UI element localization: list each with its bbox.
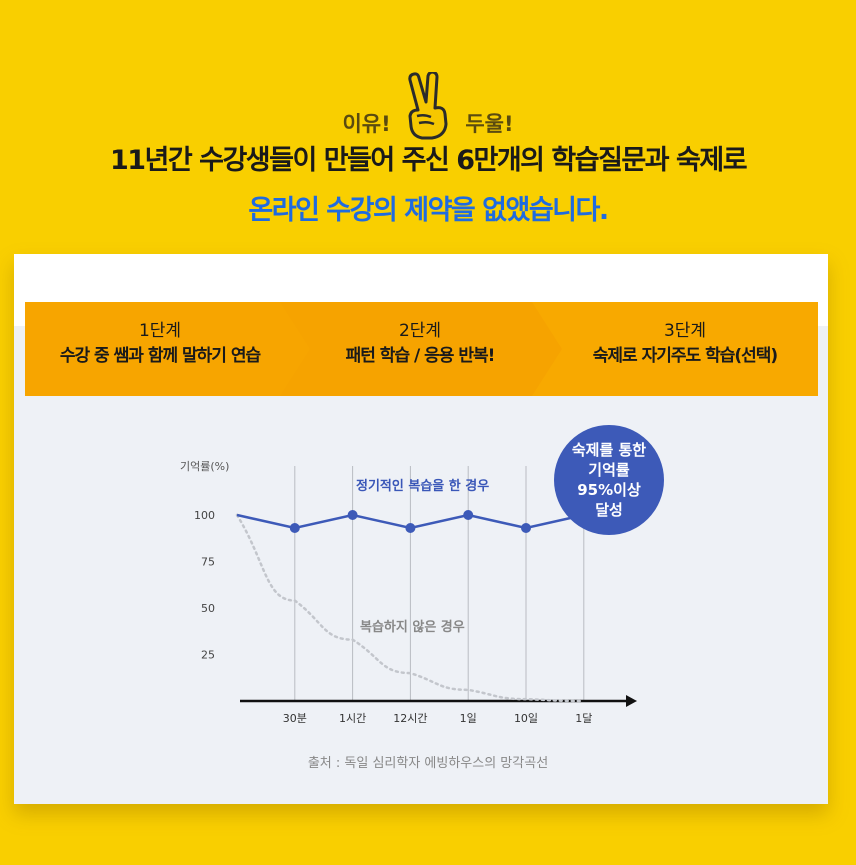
step-2: 2단계 패턴 학습 / 응용 반복!: [300, 319, 540, 369]
x-tick-label: 1시간: [339, 712, 366, 725]
y-tick-label: 100: [194, 509, 215, 522]
x-tick-label: 12시간: [393, 712, 427, 725]
source-note: 출처 : 독일 심리학자 에빙하우스의 망각곡선: [307, 756, 549, 771]
x-axis-arrowhead: [626, 695, 637, 707]
step-2-title: 패턴 학습 / 응용 반복!: [345, 346, 496, 366]
step-2-number: 2단계: [398, 321, 442, 341]
badge-line-4: 달성: [595, 501, 623, 519]
reason-right-label: 두울!: [465, 112, 514, 136]
headline-line-2: 온라인 수강의 제약을 없앴습니다.: [248, 195, 609, 226]
no-review-curve: [235, 513, 586, 703]
step-1-title: 수강 중 쌤과 함께 말하기 연습: [59, 346, 261, 366]
victory-hand-icon: [408, 72, 448, 140]
y-tick-label: 25: [201, 649, 215, 662]
reason-left-label: 이유!: [342, 112, 391, 136]
x-tick-label: 1일: [460, 711, 477, 725]
reason-title: 이유! 두울!: [0, 72, 856, 158]
y-tick-label: 75: [201, 556, 215, 569]
y-tick-label: 50: [201, 602, 215, 615]
headline-line-1: 11년간 수강생들이 만들어 주신 6만개의 학습질문과 숙제로: [109, 145, 748, 176]
review-data-point: [289, 523, 300, 534]
review-data-point: [463, 510, 474, 520]
step-3-title: 숙제로 자기주도 학습(선택): [592, 346, 778, 366]
badge-line-3: 95%이상: [577, 481, 641, 499]
step-3-number: 3단계: [663, 321, 707, 341]
review-data-point: [347, 510, 358, 520]
step-3: 3단계 숙제로 자기주도 학습(선택): [555, 319, 815, 369]
step-1-number: 1단계: [138, 321, 182, 341]
x-tick-label: 30분: [283, 712, 307, 725]
header: 이유! 두울! 11년간 수강생들이 만들어 주신 6만개의 학습질문과 숙제로…: [0, 0, 856, 250]
badge-line-2: 기억률: [588, 461, 630, 479]
y-axis-label: 기억률(%): [180, 460, 229, 473]
x-tick-label: 10일: [514, 711, 538, 725]
step-1: 1단계 수강 중 쌤과 함께 말하기 연습: [25, 319, 295, 369]
review-data-point: [405, 523, 416, 534]
x-tick-label: 1달: [575, 712, 592, 725]
review-series-label: 정기적인 복습을 한 경우: [356, 478, 489, 494]
review-data-point: [521, 523, 531, 534]
badge-line-1: 숙제를 통한: [571, 441, 647, 459]
retention-badge: 숙제를 통한 기억률 95%이상 달성: [554, 425, 664, 535]
no-review-series-label: 복습하지 않은 경우: [360, 619, 465, 635]
